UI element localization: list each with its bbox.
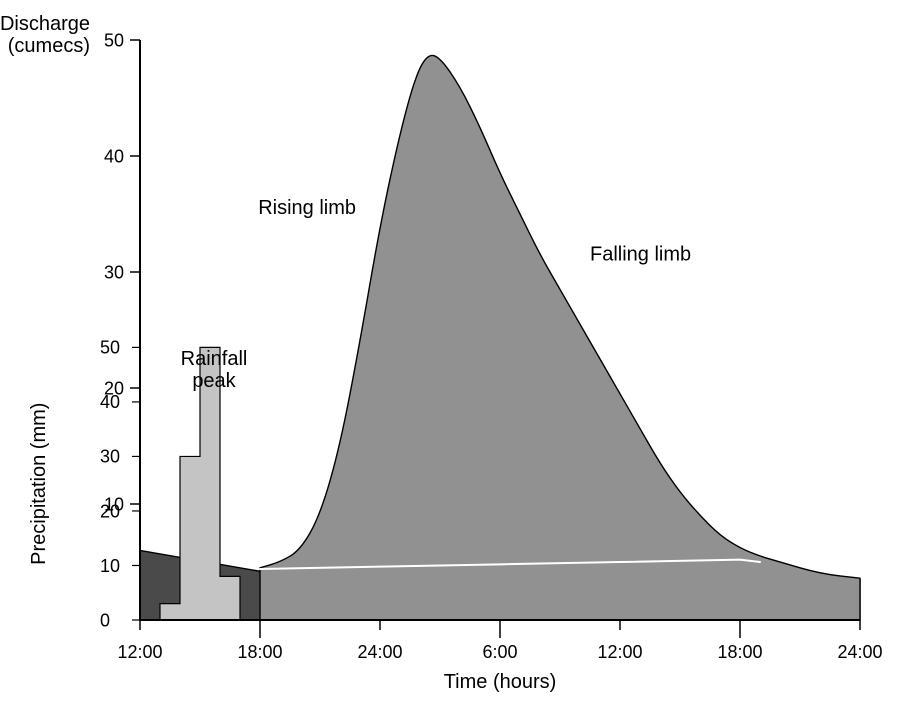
precip-tick-label: 10 — [100, 556, 120, 576]
y-tick-label: 40 — [104, 146, 124, 166]
precip-tick-label: 40 — [100, 392, 120, 412]
x-tick-label: 18:00 — [717, 642, 762, 662]
y-axis-title: Discharge — [0, 13, 90, 35]
x-tick-label: 24:00 — [357, 642, 402, 662]
precip-tick-label: 20 — [100, 501, 120, 521]
annotation-rainfall-peak: peak — [192, 370, 236, 392]
precip-axis-label: Precipitation (mm) — [28, 403, 50, 565]
y-tick-label: 50 — [104, 30, 124, 50]
annotation-falling-limb: Falling limb — [590, 243, 691, 265]
annotation-rainfall-peak: Rainfall — [181, 348, 248, 370]
precip-tick-label: 0 — [100, 610, 110, 630]
annotation-rising-limb: Rising limb — [258, 197, 356, 219]
x-tick-label: 12:00 — [117, 642, 162, 662]
hydrograph-chart: 10 20 30 40 50 Discharge(cumecs) 12:00 18:00 24:… — [0, 0, 916, 720]
x-axis-label: Time (hours) — [444, 671, 557, 693]
x-tick-label: 6:00 — [482, 642, 517, 662]
precip-tick-label: 50 — [100, 338, 120, 358]
y-tick-label: 30 — [104, 262, 124, 282]
x-tick-label: 12:00 — [597, 642, 642, 662]
y-axis-title: (cumecs) — [8, 35, 90, 57]
x-tick-label: 24:00 — [837, 642, 882, 662]
precip-tick-label: 30 — [100, 447, 120, 467]
x-tick-label: 18:00 — [237, 642, 282, 662]
discharge-area — [260, 55, 860, 620]
